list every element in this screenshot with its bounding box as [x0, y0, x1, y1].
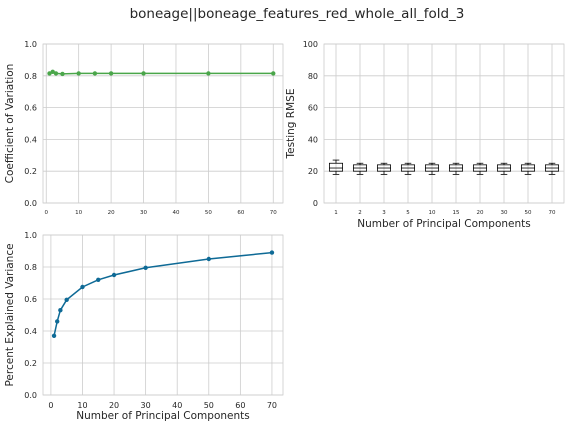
variance-data-point [269, 250, 275, 255]
rmse-box [400, 162, 415, 175]
cov-data-point [271, 71, 276, 76]
cov-ylabel: Coefficient of Variation [4, 64, 16, 184]
rmse-ytick-label: 60 [308, 104, 318, 113]
rmse-xtick-label: 5 [406, 210, 410, 216]
variance-ytick-label: 1.0 [24, 231, 37, 240]
rmse-box [545, 162, 560, 175]
rmse-box [352, 162, 367, 175]
cov-ytick-label: 0.8 [24, 72, 37, 81]
variance-panel: 0.0 0.2 0.4 0.6 0.8 1.0 0 10 20 30 40 50 60 70 Percent… [4, 231, 284, 422]
rmse-box [472, 162, 487, 175]
cov-xtick-label: 60 [237, 210, 244, 216]
variance-ytick-label: 0.4 [24, 327, 37, 336]
rmse-ytick-label: 0 [313, 199, 318, 208]
cov-xtick-label: 70 [270, 210, 277, 216]
variance-xtick-label: 20 [109, 401, 119, 410]
box-iqr [328, 162, 343, 172]
cov-xtick-label: 0 [44, 210, 48, 216]
rmse-xtick-label: 1 [334, 210, 338, 216]
variance-xtick-label: 10 [77, 401, 87, 410]
cov-data-point [76, 71, 81, 76]
rmse-axes-frame [323, 43, 565, 204]
cov-data-point [92, 71, 98, 76]
variance-axes-frame [42, 234, 284, 396]
variance-data-point [55, 319, 60, 324]
variance-xtick-label: 40 [172, 401, 182, 410]
rmse-box [521, 162, 536, 175]
cov-data-point [108, 71, 114, 76]
rmse-xtick-label: 3 [382, 210, 386, 216]
cov-xtick-label: 50 [205, 210, 212, 216]
rmse-box [328, 159, 343, 175]
rmse-box [376, 162, 391, 175]
rmse-xlabel: Number of Principal Components [357, 218, 531, 230]
rmse-box [496, 162, 511, 175]
figure-title: boneage||boneage_features_red_whole_all_… [130, 6, 465, 22]
rmse-xtick-label: 20 [477, 210, 484, 216]
rmse-xtick-label: 2 [358, 210, 362, 216]
cov-ytick-label: 1.0 [24, 40, 37, 49]
cov-ytick-label: 0.0 [24, 199, 37, 208]
variance-data-point [51, 333, 57, 338]
variance-data-point [143, 265, 148, 270]
variance-xtick-label: 70 [267, 401, 277, 410]
cov-xtick-label: 40 [172, 210, 179, 216]
cov-ytick-label: 0.6 [24, 104, 37, 113]
rmse-ytick-label: 80 [308, 72, 318, 81]
rmse-ytick-label: 100 [303, 40, 318, 49]
cov-series-line [49, 70, 274, 75]
cov-xtick-label: 20 [108, 210, 115, 216]
variance-data-point [96, 277, 101, 282]
rmse-box [448, 162, 463, 175]
variance-data-point [58, 308, 63, 313]
variance-xtick-label: 60 [235, 401, 245, 410]
variance-data-point [80, 284, 85, 290]
cov-axes-frame [42, 43, 284, 204]
variance-ylabel: Percent Explained Variance [4, 243, 16, 386]
rmse-xtick-label: 70 [549, 210, 556, 216]
cov-data-point [206, 71, 211, 76]
cov-panel: 0.0 0.2 0.4 0.6 0.8 1.0 0 10 20 30 40 50 60 70 Coeffic… [4, 40, 284, 216]
variance-xtick-label: 50 [204, 401, 214, 410]
cov-data-point [60, 71, 65, 77]
variance-data-point [206, 256, 211, 262]
rmse-xtick-label: 10 [429, 210, 436, 216]
cov-xtick-label: 10 [75, 210, 82, 216]
variance-xtick-label: 0 [48, 401, 53, 410]
cov-data-point [53, 71, 59, 76]
variance-ytick-label: 0.6 [24, 295, 37, 304]
variance-series-line [53, 251, 273, 336]
variance-ytick-label: 0.8 [24, 263, 37, 272]
rmse-xtick-label: 30 [501, 210, 508, 216]
rmse-xtick-label: 50 [525, 210, 532, 216]
variance-data-point [64, 297, 69, 302]
rmse-ytick-label: 20 [308, 167, 318, 176]
variance-xtick-label: 30 [141, 401, 151, 410]
cov-xtick-label: 30 [140, 210, 147, 216]
variance-data-point [111, 272, 117, 278]
cov-ytick-label: 0.4 [24, 135, 37, 144]
variance-ytick-label: 0.0 [24, 391, 37, 400]
rmse-ylabel: Testing RMSE [285, 89, 297, 160]
variance-xlabel: Number of Principal Components [76, 410, 250, 422]
cov-ytick-label: 0.2 [24, 167, 37, 176]
cov-data-point [141, 71, 146, 76]
rmse-ytick-label: 40 [308, 135, 318, 144]
rmse-box [424, 162, 439, 175]
rmse-panel: 0 20 40 60 80 100 1 2 3 5 10 15 20 30 50 70 Testing RMSE… [285, 40, 565, 230]
rmse-xtick-label: 15 [453, 210, 460, 216]
variance-ytick-label: 0.2 [24, 359, 37, 368]
